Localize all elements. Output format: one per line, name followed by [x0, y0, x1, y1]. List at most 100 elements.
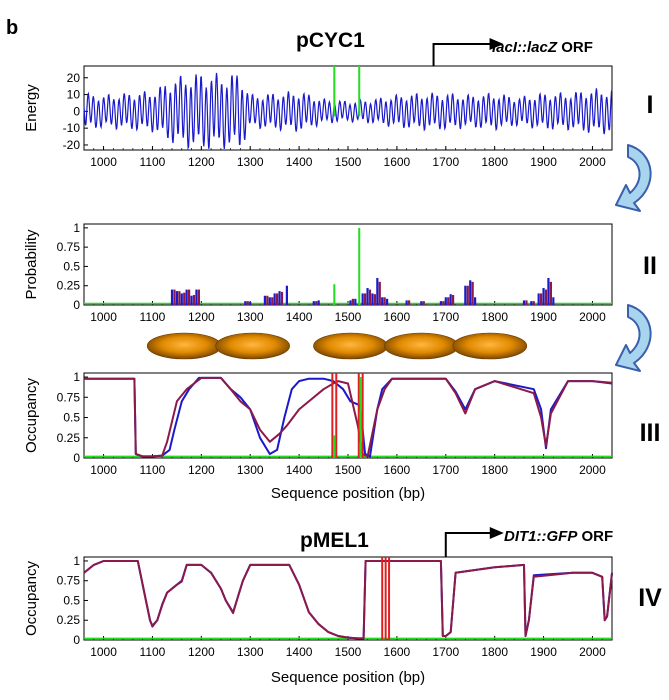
nucleosome — [313, 332, 388, 360]
y-tick-label: 20 — [67, 71, 81, 85]
y-tick-label: -20 — [63, 138, 81, 152]
nucleosome — [452, 332, 528, 360]
series-energy-line — [83, 72, 613, 151]
x-tick-label: 2000 — [579, 463, 606, 477]
x-tick-label: 1300 — [237, 310, 264, 324]
x-tick-label: 1700 — [432, 463, 459, 477]
y-tick-label: 1 — [73, 554, 80, 568]
panel-roman-numeral: I — [647, 91, 654, 119]
curved-arrow-1 — [615, 144, 652, 212]
x-tick-label: 1700 — [432, 645, 459, 659]
y-tick-label: 0 — [73, 633, 80, 647]
bottom-arrow-head — [489, 527, 504, 539]
top-orf-italic: lacI::lacZ — [492, 39, 558, 56]
x-tick-label: 1800 — [481, 310, 508, 324]
y-tick-label: 0.5 — [63, 593, 80, 607]
x-tick-label: 1000 — [90, 155, 117, 169]
series-purple-line — [84, 376, 613, 458]
bottom-orf-label: DIT1::GFP ORF — [504, 528, 613, 545]
x-tick-label: 1300 — [237, 155, 264, 169]
y-axis-label: Occupancy — [23, 377, 40, 453]
y-tick-label: 0.75 — [57, 390, 81, 404]
x-tick-label: 1900 — [530, 463, 557, 477]
x-tick-label: 2000 — [579, 645, 606, 659]
x-tick-label: 1700 — [432, 310, 459, 324]
plot-frame — [83, 556, 613, 641]
top-arrow-head — [489, 38, 504, 50]
y-tick-label: 1 — [73, 370, 80, 384]
x-tick-label: 1200 — [188, 310, 215, 324]
y-tick-label: 0.75 — [57, 240, 81, 254]
x-tick-label: 1100 — [140, 645, 166, 659]
y-tick-label: 0.5 — [63, 259, 80, 273]
x-tick-label: 1800 — [481, 463, 508, 477]
y-tick-label: -10 — [63, 121, 81, 135]
nucleosome — [384, 332, 459, 360]
x-tick-label: 1500 — [335, 310, 362, 324]
y-tick-label: 0.25 — [57, 431, 81, 445]
top-orf-label: lacI::lacZ ORF — [492, 39, 593, 56]
bottom-tss-arrow — [444, 527, 504, 557]
panel-roman-numeral: II — [643, 252, 657, 280]
series-purple-line — [83, 560, 613, 640]
x-tick-label: 1300 — [237, 463, 264, 477]
bottom-orf-suffix: ORF — [577, 528, 613, 545]
y-tick-label: 0 — [73, 104, 80, 118]
y-tick-label: 0.5 — [63, 411, 80, 425]
top-promoter-label: pCYC1 — [296, 29, 365, 52]
series-blue-line — [83, 560, 613, 640]
x-tick-label: 1600 — [384, 463, 411, 477]
x-tick-label: 1500 — [335, 155, 362, 169]
top-tss-arrow — [432, 38, 504, 66]
y-axis-label: Energy — [23, 84, 40, 132]
x-tick-label: 1700 — [432, 155, 459, 169]
x-tick-label: 2000 — [579, 310, 606, 324]
x-tick-label: 1400 — [286, 155, 313, 169]
x-tick-label: 1100 — [140, 155, 166, 169]
y-tick-label: 0.25 — [57, 613, 81, 627]
panel-roman-numeral: III — [640, 419, 661, 447]
x-tick-label: 1200 — [188, 463, 215, 477]
nucleosome — [215, 332, 290, 360]
panel-probability: 1000 1100 1200 1300 1400 1500 1600 1700 1800 1900… — [23, 221, 657, 324]
x-tick-label: 1400 — [286, 310, 313, 324]
x-tick-label: 1000 — [90, 463, 117, 477]
x-axis-label: Sequence position (bp) — [271, 669, 425, 686]
curved-arrow-2 — [615, 304, 652, 372]
x-tick-label: 1200 — [188, 155, 215, 169]
y-axis-label: Occupancy — [23, 560, 40, 636]
x-tick-label: 1800 — [481, 645, 508, 659]
y-axis-label: Probability — [23, 229, 40, 300]
panel-letter: b — [6, 17, 18, 39]
bottom-orf-italic: DIT1::GFP — [504, 528, 578, 545]
x-tick-label: 1100 — [140, 463, 166, 477]
y-tick-label: 0.25 — [57, 279, 81, 293]
top-orf-suffix: ORF — [557, 39, 593, 56]
x-tick-label: 1900 — [530, 155, 557, 169]
x-tick-label: 1400 — [286, 463, 313, 477]
panel-roman-numeral: IV — [638, 584, 662, 612]
plot-frame — [83, 65, 613, 151]
panel-energy: 1000 1100 1200 1300 1400 1500 1600 1700 1800 1900… — [23, 65, 654, 169]
x-axis-label: Sequence position (bp) — [271, 485, 425, 502]
y-tick-label: 10 — [67, 88, 81, 102]
nucleosome-row — [146, 332, 528, 360]
x-tick-label: 1600 — [384, 155, 411, 169]
x-tick-label: 1300 — [237, 645, 264, 659]
panel-occupancy-pcyc1: 1000 1100 1200 1300 1400 1500 1600 1700 1800 1900… — [23, 370, 660, 502]
x-tick-label: 1800 — [481, 155, 508, 169]
x-tick-label: 1000 — [90, 645, 117, 659]
y-tick-label: 0 — [73, 298, 80, 312]
bottom-arrow-line — [444, 532, 492, 557]
top-arrow-line — [432, 43, 492, 66]
x-tick-label: 1100 — [140, 310, 166, 324]
x-tick-label: 2000 — [579, 155, 606, 169]
plot-frame — [83, 223, 613, 306]
x-tick-label: 1600 — [384, 645, 411, 659]
series-blue-line — [84, 376, 613, 458]
x-tick-label: 1900 — [530, 645, 557, 659]
x-tick-label: 1500 — [335, 645, 362, 659]
panel-occupancy-pmel1: 1000 1100 1200 1300 1400 1500 1600 1700 1800 1900… — [23, 554, 662, 686]
x-tick-label: 1600 — [384, 310, 411, 324]
